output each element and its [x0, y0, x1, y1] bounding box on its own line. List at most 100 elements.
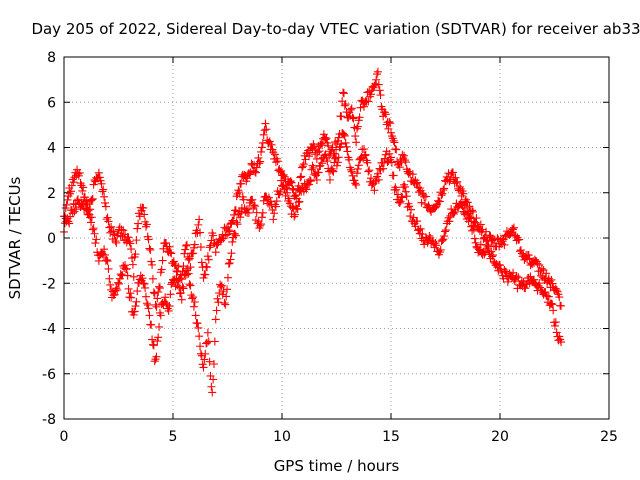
data-point	[138, 274, 147, 283]
data-point	[228, 237, 237, 246]
data-point	[271, 150, 280, 159]
data-point	[271, 202, 280, 211]
data-point	[373, 67, 382, 76]
data-point	[205, 243, 214, 252]
data-point	[402, 192, 411, 201]
y-tick-label: -2	[42, 276, 56, 292]
data-point	[153, 337, 162, 346]
y-tick-label: -4	[42, 322, 56, 338]
data-point	[155, 322, 164, 331]
data-point	[318, 141, 327, 150]
data-point	[366, 90, 375, 99]
data-point	[503, 277, 512, 286]
data-point	[89, 224, 98, 233]
data-point	[97, 179, 106, 188]
data-point	[216, 235, 225, 244]
data-point	[127, 293, 136, 302]
data-point	[359, 102, 368, 111]
data-point	[201, 349, 210, 358]
data-point	[110, 290, 119, 299]
data-point	[475, 245, 484, 254]
data-point	[81, 204, 90, 213]
data-point	[204, 255, 213, 264]
data-point	[257, 143, 266, 152]
data-point	[209, 231, 218, 240]
data-point	[105, 274, 114, 283]
data-point	[413, 217, 422, 226]
data-point	[150, 289, 159, 298]
data-point	[457, 201, 466, 210]
data-point	[458, 201, 467, 210]
data-point	[244, 208, 253, 217]
data-point	[87, 195, 96, 204]
data-point	[395, 198, 404, 207]
data-point	[257, 220, 266, 229]
data-point	[218, 290, 227, 299]
data-point	[407, 205, 416, 214]
data-point	[392, 185, 401, 194]
data-point	[380, 158, 389, 167]
data-point	[339, 89, 348, 98]
data-point	[291, 191, 300, 200]
data-point	[124, 233, 133, 242]
data-point	[202, 262, 211, 271]
data-point	[461, 203, 470, 212]
data-point	[289, 185, 298, 194]
data-point	[222, 292, 231, 301]
data-point	[259, 196, 268, 205]
data-point	[347, 104, 356, 113]
data-point	[203, 252, 212, 261]
data-point	[94, 168, 103, 177]
data-point	[262, 125, 271, 134]
data-point	[269, 148, 278, 157]
data-point	[509, 223, 518, 232]
data-point	[154, 333, 163, 342]
data-point	[131, 250, 140, 259]
data-point	[335, 143, 344, 152]
data-point	[233, 189, 242, 198]
data-point	[313, 148, 322, 157]
data-point	[224, 259, 233, 268]
data-point	[92, 235, 101, 244]
data-point	[178, 282, 187, 291]
data-point	[521, 284, 530, 293]
data-point	[400, 156, 409, 165]
data-point	[441, 226, 450, 235]
data-point	[205, 357, 214, 366]
data-point	[180, 249, 189, 258]
data-point	[349, 114, 358, 123]
data-point	[196, 342, 205, 351]
data-point	[286, 177, 295, 186]
x-tick-label: 25	[600, 429, 618, 445]
data-point	[287, 178, 296, 187]
data-point	[375, 86, 384, 95]
data-point	[126, 239, 135, 248]
data-point	[321, 135, 330, 144]
data-point	[449, 209, 458, 218]
data-point	[194, 323, 203, 332]
data-point	[63, 195, 72, 204]
data-point	[439, 185, 448, 194]
data-point	[438, 189, 447, 198]
data-point	[223, 285, 232, 294]
data-point	[155, 282, 164, 291]
data-point	[547, 299, 556, 308]
data-point	[482, 227, 491, 236]
data-point	[185, 254, 194, 263]
y-tick-label: 6	[47, 95, 56, 111]
data-point	[66, 187, 75, 196]
data-point	[455, 186, 464, 195]
data-point	[401, 158, 410, 167]
data-point	[98, 187, 107, 196]
data-point	[179, 284, 188, 293]
data-point	[106, 280, 115, 289]
data-point	[370, 81, 379, 90]
data-point	[425, 231, 434, 240]
data-point	[213, 294, 222, 303]
data-point	[99, 185, 108, 194]
data-point	[78, 186, 87, 195]
data-point	[243, 205, 252, 214]
y-tick-label: -6	[42, 367, 56, 383]
data-point	[301, 155, 310, 164]
data-point	[191, 311, 200, 320]
